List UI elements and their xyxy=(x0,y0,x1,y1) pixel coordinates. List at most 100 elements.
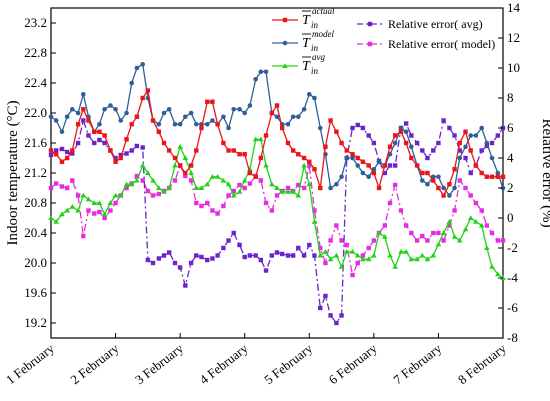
data-point xyxy=(102,106,107,112)
data-point xyxy=(430,174,436,180)
data-point xyxy=(263,200,269,206)
data-point xyxy=(285,188,291,194)
data-point xyxy=(253,253,258,258)
data-point xyxy=(425,170,430,176)
series-0 xyxy=(48,88,506,198)
data-point xyxy=(328,185,333,191)
x-tick-label: 3 February xyxy=(132,340,186,387)
data-point xyxy=(279,125,285,131)
data-point xyxy=(172,121,178,127)
data-point xyxy=(177,163,183,168)
data-point xyxy=(69,203,76,209)
legend-item-4: Relative error( model) xyxy=(357,37,495,51)
data-point xyxy=(220,177,227,183)
data-point xyxy=(108,103,113,108)
data-point xyxy=(279,251,285,257)
data-point xyxy=(194,253,199,258)
data-point xyxy=(414,256,420,262)
data-point xyxy=(382,170,388,176)
data-point xyxy=(48,114,54,120)
data-point xyxy=(409,144,414,150)
data-point xyxy=(387,200,393,206)
data-point xyxy=(339,238,344,243)
data-point xyxy=(247,170,253,176)
legend-subscript: in xyxy=(311,20,319,30)
x-tick-label: 1 February xyxy=(3,340,57,387)
data-point xyxy=(441,193,446,198)
data-point xyxy=(263,133,269,138)
data-point xyxy=(328,238,333,243)
data-point xyxy=(318,245,323,251)
data-point xyxy=(97,121,102,127)
data-point xyxy=(96,200,103,205)
data-point xyxy=(296,152,301,157)
data-point xyxy=(269,208,275,213)
left-axis-title: Indoor temperature (°C) xyxy=(5,100,21,245)
data-point xyxy=(296,182,301,188)
data-point xyxy=(447,125,452,131)
data-point xyxy=(344,242,349,248)
data-point xyxy=(124,185,129,191)
data-point xyxy=(221,114,226,120)
data-point xyxy=(408,256,415,262)
data-point xyxy=(269,253,275,258)
data-point xyxy=(59,211,65,217)
data-point xyxy=(183,170,188,176)
data-point xyxy=(194,200,199,206)
data-point xyxy=(210,256,215,261)
data-point xyxy=(339,313,344,318)
data-point xyxy=(307,242,312,248)
data-point xyxy=(205,99,210,104)
data-point xyxy=(452,167,457,172)
data-point xyxy=(80,192,87,198)
data-point xyxy=(231,188,236,194)
data-point xyxy=(366,174,371,180)
data-point xyxy=(489,230,495,236)
data-point xyxy=(97,209,102,215)
data-point xyxy=(414,238,420,243)
data-point xyxy=(463,129,468,134)
data-point xyxy=(350,125,355,131)
data-point xyxy=(124,151,129,156)
data-point xyxy=(188,178,194,183)
data-point xyxy=(382,163,388,168)
data-point xyxy=(312,95,317,101)
data-point xyxy=(489,174,495,179)
data-point xyxy=(360,125,366,131)
data-point xyxy=(236,188,243,194)
data-point xyxy=(204,121,210,127)
data-point xyxy=(489,263,495,269)
data-point xyxy=(59,184,65,189)
x-tick-label: 4 February xyxy=(197,340,251,387)
data-point xyxy=(102,140,107,146)
data-point xyxy=(479,208,484,213)
data-point xyxy=(237,106,242,112)
data-point xyxy=(435,241,442,247)
data-point xyxy=(145,257,151,263)
data-point xyxy=(355,155,360,161)
data-point xyxy=(48,148,54,153)
data-point xyxy=(318,305,323,311)
data-point xyxy=(387,252,393,258)
data-point xyxy=(226,238,231,243)
data-point xyxy=(382,223,388,228)
data-point xyxy=(102,215,107,221)
data-point xyxy=(102,133,107,138)
data-point xyxy=(440,230,447,235)
data-point xyxy=(495,170,501,176)
data-point xyxy=(312,253,317,258)
x-tick-label: 7 February xyxy=(390,340,444,387)
data-point xyxy=(81,118,86,123)
data-point xyxy=(392,263,398,269)
data-point xyxy=(478,222,485,228)
data-point xyxy=(64,185,70,191)
data-point xyxy=(199,125,204,131)
data-point xyxy=(215,211,220,216)
data-point xyxy=(107,200,114,205)
data-point xyxy=(489,140,495,146)
data-point xyxy=(424,256,431,262)
data-point xyxy=(355,260,360,266)
data-point xyxy=(86,133,91,138)
data-point xyxy=(333,252,340,258)
